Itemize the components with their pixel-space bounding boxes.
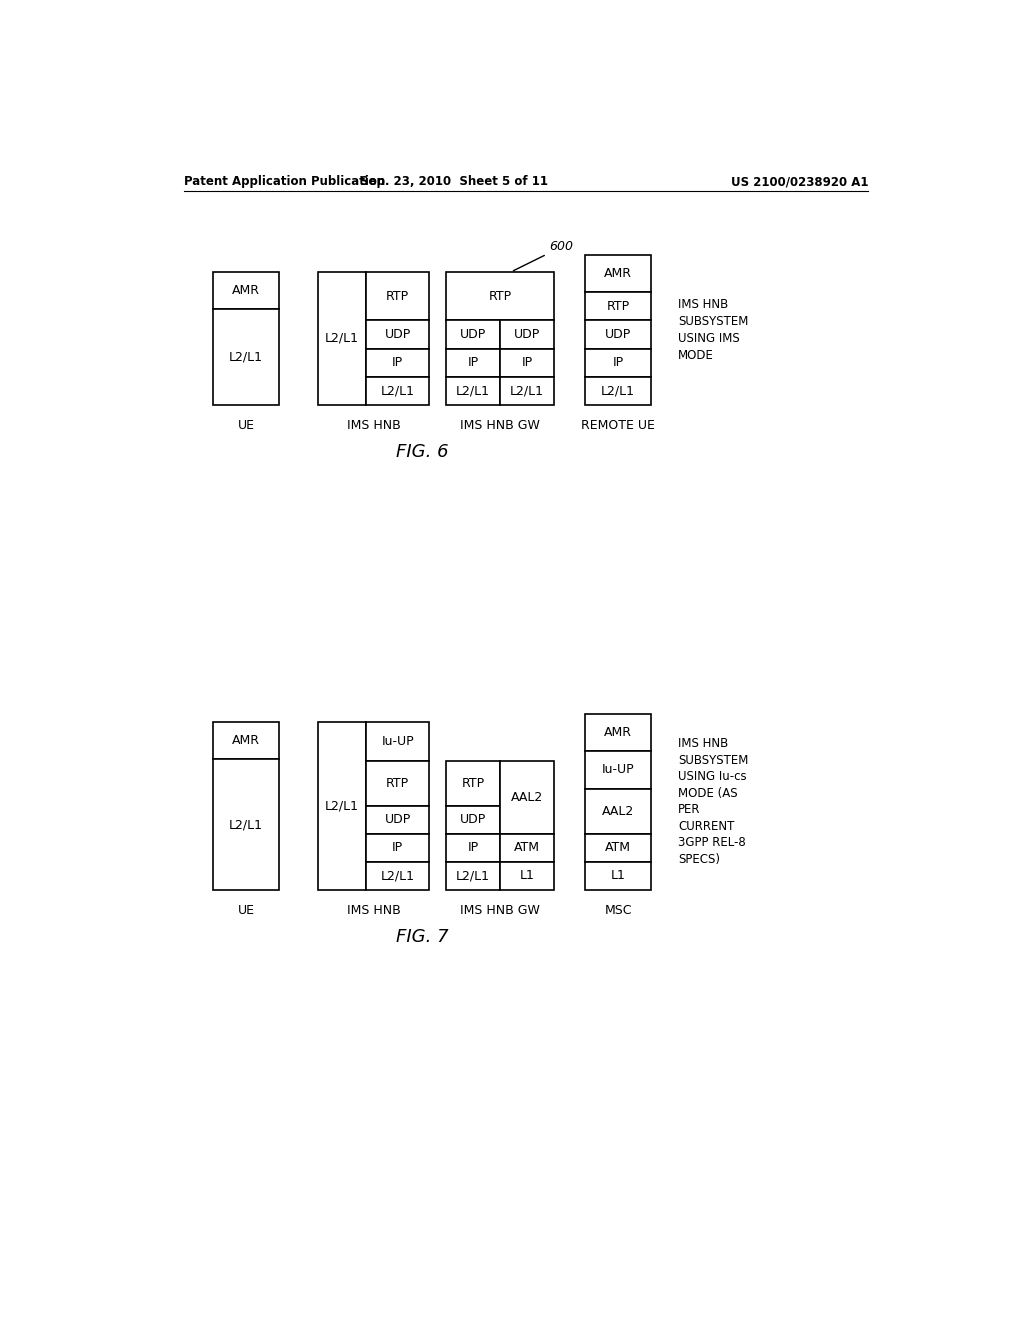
Text: L2/L1: L2/L1 <box>456 870 489 882</box>
Bar <box>366 321 429 348</box>
Bar <box>213 272 280 309</box>
Bar <box>445 376 500 405</box>
Bar <box>213 309 280 405</box>
Text: IMS HNB
SUBSYSTEM
USING IMS
MODE: IMS HNB SUBSYSTEM USING IMS MODE <box>678 298 749 362</box>
Text: AMR: AMR <box>604 268 632 280</box>
Text: L1: L1 <box>610 870 626 882</box>
Bar <box>445 272 554 321</box>
Text: UDP: UDP <box>460 813 486 826</box>
Bar <box>366 862 429 890</box>
Bar <box>366 722 429 760</box>
Text: L2/L1: L2/L1 <box>325 800 358 813</box>
Text: UDP: UDP <box>385 329 411 341</box>
Text: IMS HNB: IMS HNB <box>347 904 400 917</box>
Bar <box>500 348 554 376</box>
Text: L2/L1: L2/L1 <box>229 350 263 363</box>
Text: ATM: ATM <box>514 841 540 854</box>
Text: US 2100/0238920 A1: US 2100/0238920 A1 <box>731 176 868 189</box>
Bar <box>586 862 651 890</box>
Text: REMOTE UE: REMOTE UE <box>582 418 655 432</box>
Bar <box>586 376 651 405</box>
Text: MSC: MSC <box>604 904 632 917</box>
Bar <box>500 862 554 890</box>
Bar <box>586 751 651 789</box>
Text: FIG. 6: FIG. 6 <box>396 444 449 461</box>
Bar <box>586 321 651 348</box>
Bar <box>500 834 554 862</box>
Text: IP: IP <box>521 356 532 370</box>
Text: AMR: AMR <box>232 734 260 747</box>
Bar <box>445 805 500 834</box>
Bar <box>586 714 651 751</box>
Text: L1: L1 <box>520 870 535 882</box>
Text: RTP: RTP <box>386 289 410 302</box>
Text: UE: UE <box>238 904 255 917</box>
Bar <box>586 834 651 862</box>
Text: L2/L1: L2/L1 <box>381 870 415 882</box>
Text: UE: UE <box>238 418 255 432</box>
Text: IP: IP <box>392 356 403 370</box>
Text: UDP: UDP <box>385 813 411 826</box>
Text: IMS HNB
SUBSYSTEM
USING Iu-cs
MODE (AS
PER
CURRENT
3GPP REL-8
SPECS): IMS HNB SUBSYSTEM USING Iu-cs MODE (AS P… <box>678 738 749 866</box>
Text: IP: IP <box>467 841 478 854</box>
Bar <box>213 759 280 890</box>
Text: IMS HNB: IMS HNB <box>347 418 400 432</box>
Bar <box>366 348 429 376</box>
Bar <box>586 789 651 834</box>
Text: RTP: RTP <box>606 300 630 313</box>
Text: UDP: UDP <box>514 329 541 341</box>
Text: RTP: RTP <box>462 776 484 789</box>
Text: AAL2: AAL2 <box>602 805 634 818</box>
Bar <box>366 376 429 405</box>
Text: FIG. 7: FIG. 7 <box>396 928 449 946</box>
Bar <box>445 321 500 348</box>
Text: IP: IP <box>392 841 403 854</box>
Bar <box>213 722 280 759</box>
Text: IMS HNB GW: IMS HNB GW <box>460 904 540 917</box>
Text: L2/L1: L2/L1 <box>456 384 489 397</box>
Text: L2/L1: L2/L1 <box>510 384 544 397</box>
Bar <box>366 760 429 805</box>
Text: UDP: UDP <box>605 329 632 341</box>
Bar <box>445 348 500 376</box>
Text: RTP: RTP <box>386 776 410 789</box>
Bar <box>586 256 651 293</box>
Bar <box>366 272 429 321</box>
Text: IMS HNB GW: IMS HNB GW <box>460 418 540 432</box>
Bar <box>500 376 554 405</box>
Text: Iu-UP: Iu-UP <box>602 763 635 776</box>
Bar <box>586 293 651 321</box>
Text: Patent Application Publication: Patent Application Publication <box>183 176 385 189</box>
Bar <box>586 348 651 376</box>
Text: UDP: UDP <box>460 329 486 341</box>
Bar <box>445 862 500 890</box>
Bar <box>366 834 429 862</box>
Bar <box>445 760 500 805</box>
Text: IP: IP <box>612 356 624 370</box>
Text: L2/L1: L2/L1 <box>325 331 358 345</box>
Bar <box>366 805 429 834</box>
Text: L2/L1: L2/L1 <box>381 384 415 397</box>
Text: Sep. 23, 2010  Sheet 5 of 11: Sep. 23, 2010 Sheet 5 of 11 <box>359 176 548 189</box>
Text: AAL2: AAL2 <box>511 791 544 804</box>
Bar <box>500 760 554 834</box>
Text: L2/L1: L2/L1 <box>601 384 635 397</box>
Text: 600: 600 <box>513 240 573 271</box>
Bar <box>317 722 366 890</box>
Text: RTP: RTP <box>488 289 512 302</box>
Text: ATM: ATM <box>605 841 631 854</box>
Text: AMR: AMR <box>604 726 632 739</box>
Bar <box>500 321 554 348</box>
Bar <box>317 272 366 405</box>
Text: AMR: AMR <box>232 284 260 297</box>
Bar <box>445 834 500 862</box>
Text: IP: IP <box>467 356 478 370</box>
Text: Iu-UP: Iu-UP <box>381 735 414 748</box>
Text: L2/L1: L2/L1 <box>229 818 263 832</box>
